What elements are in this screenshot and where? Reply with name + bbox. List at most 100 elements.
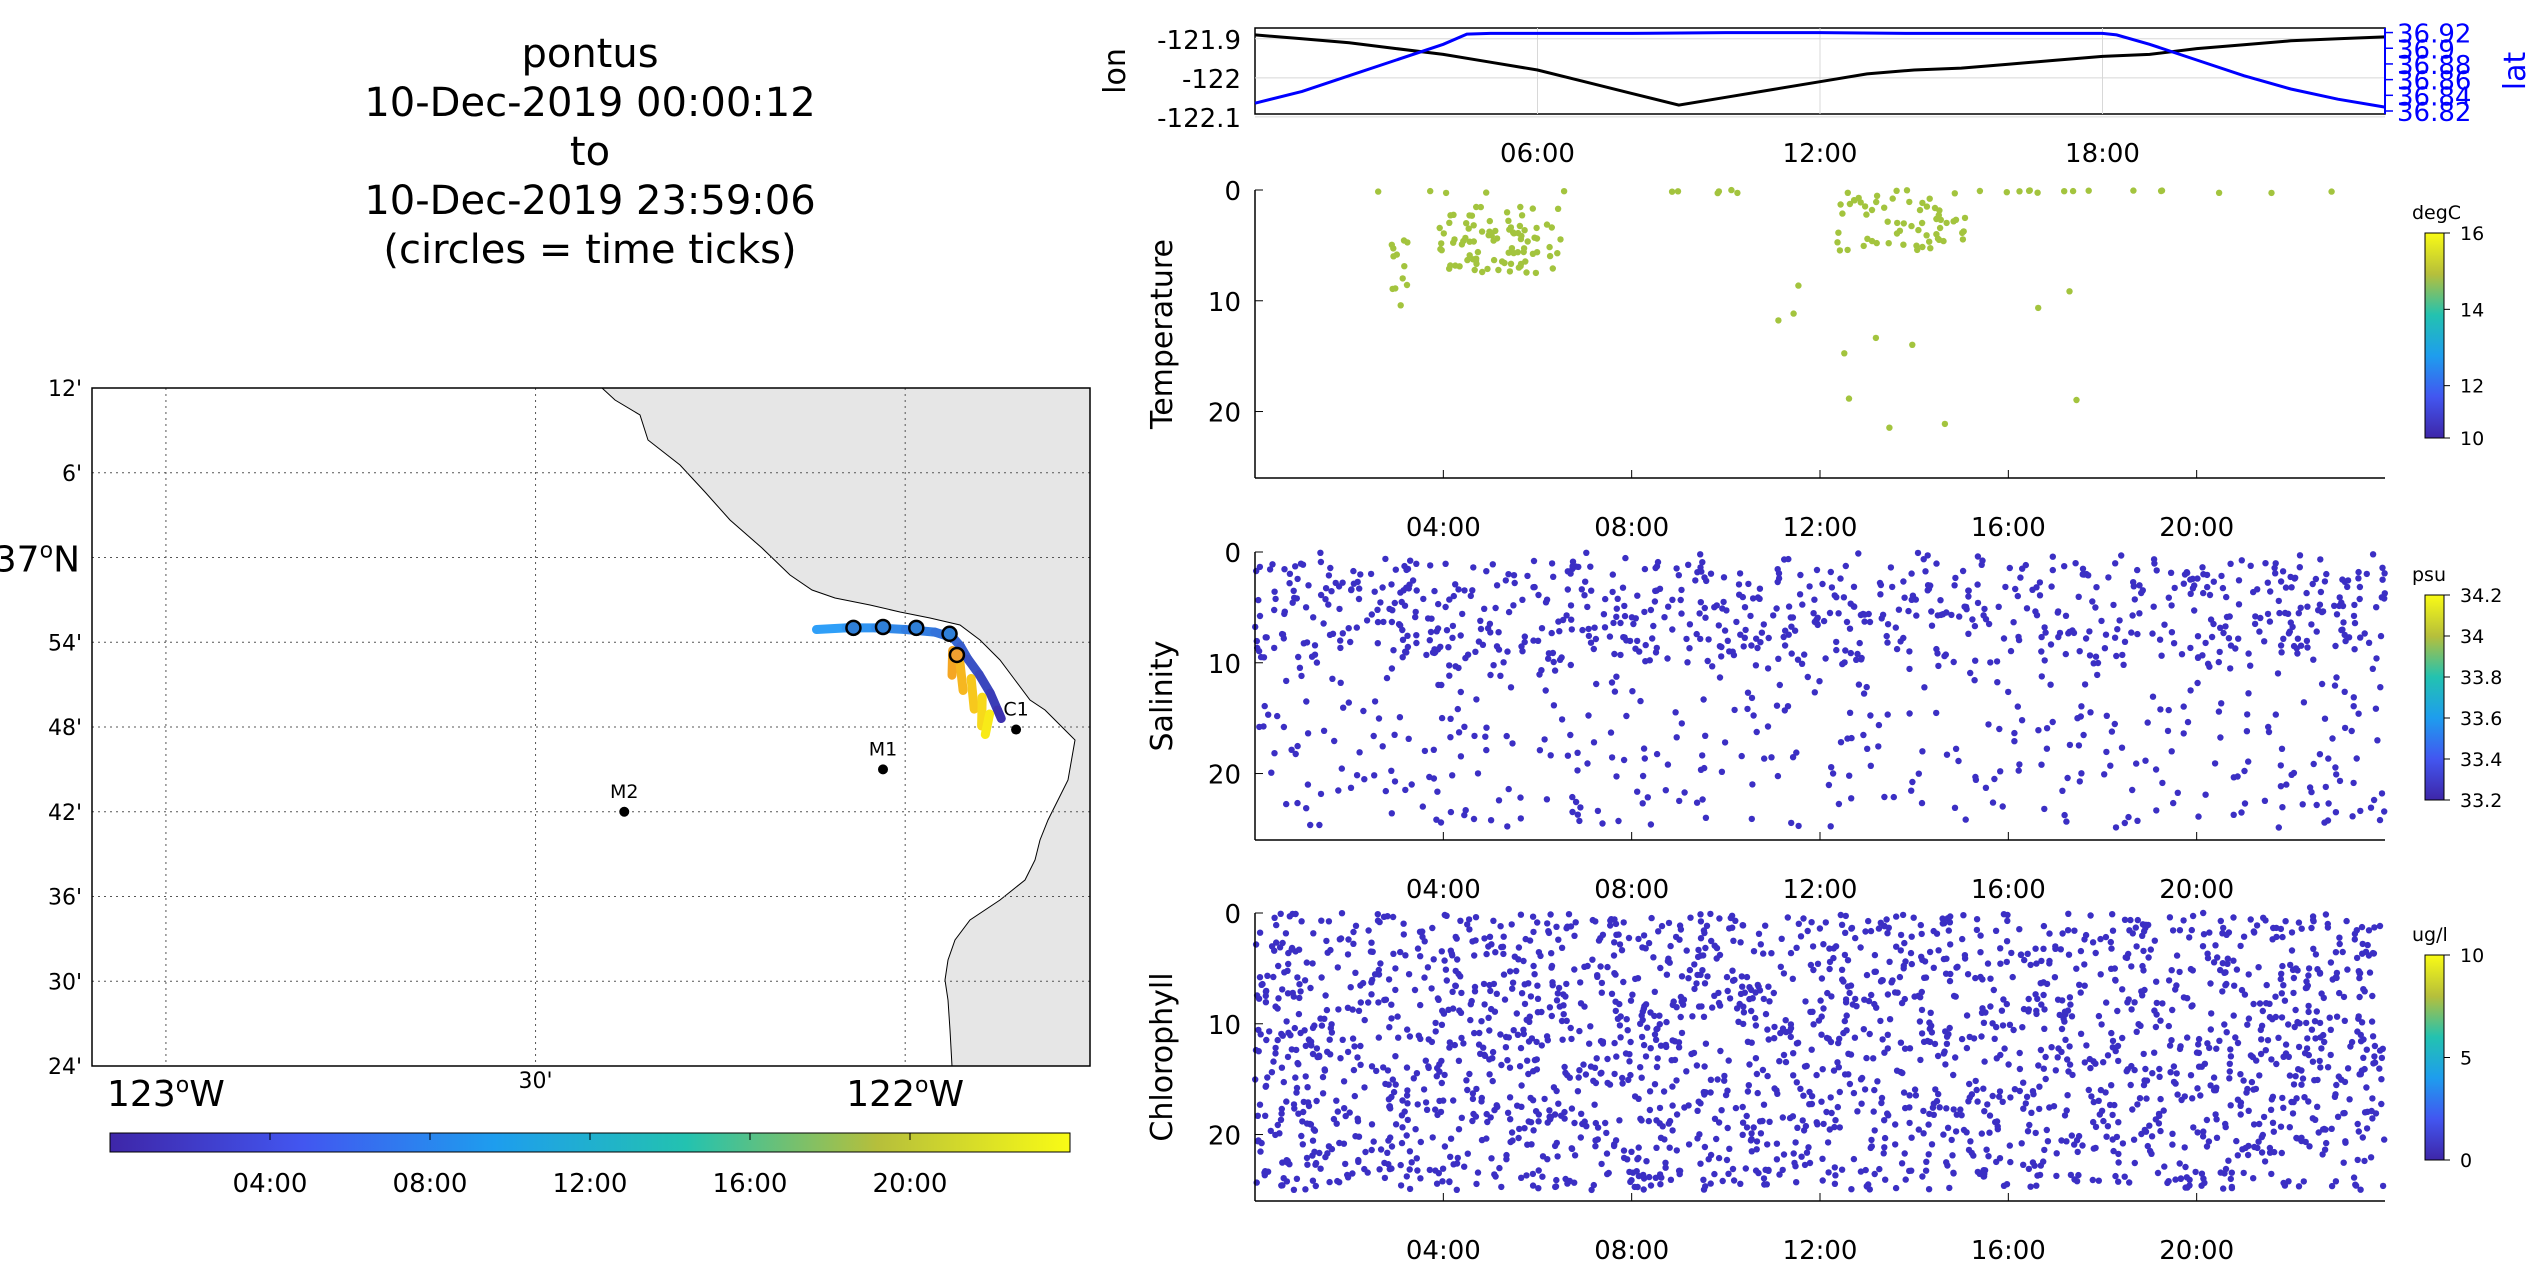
scatter-point: [2306, 784, 2314, 791]
scatter-point: [1857, 1168, 1865, 1175]
scatter-point: [2033, 1182, 2040, 1189]
scatter-point: [2245, 971, 2252, 978]
scatter-point: [1902, 1176, 1909, 1183]
scatter-point: [2199, 943, 2207, 950]
scatter-point: [2077, 989, 2084, 996]
scatter-point: [1879, 1036, 1886, 1043]
scatter-point: [1691, 985, 1698, 993]
scatter-point: [2219, 584, 2227, 592]
scatter-point: [1765, 1036, 1772, 1043]
scatter-point: [1886, 424, 1893, 431]
scatter-point: [1254, 1138, 1262, 1145]
scatter-point: [2020, 1161, 2027, 1169]
scatter-point: [1774, 566, 1781, 573]
scatter-point: [2109, 1037, 2117, 1045]
scatter-point: [1578, 586, 1586, 593]
scatter-point: [1434, 788, 1441, 795]
scatter-point: [2038, 633, 2045, 641]
scatter-point: [2101, 645, 2109, 652]
scatter-point: [1584, 603, 1591, 611]
scatter-point: [1474, 770, 1482, 777]
scatter-point: [1909, 778, 1916, 786]
scatter-point: [1813, 1071, 1820, 1079]
scatter-point: [2155, 1120, 2163, 1127]
scatter-point: [1952, 1128, 1960, 1135]
scatter-point: [1681, 789, 1688, 796]
scatter-point: [1729, 1165, 1737, 1173]
scatter-point: [1594, 973, 1601, 980]
scatter-point: [1762, 1010, 1770, 1018]
scatter-point: [1676, 1167, 1684, 1175]
scatter-point: [1333, 1120, 1340, 1127]
scatter-point: [1518, 232, 1525, 240]
scatter-point: [1560, 188, 1568, 195]
scatter-point: [1550, 658, 1557, 666]
scatter-point: [2148, 1150, 2155, 1158]
scatter-point: [2221, 1021, 2228, 1028]
scatter-point: [2376, 1047, 2384, 1054]
scatter-point: [2361, 1157, 2368, 1165]
scatter-point: [1521, 981, 1528, 988]
scatter-point: [2098, 1021, 2105, 1028]
scatter-point: [1981, 1058, 1988, 1065]
scatter-point: [1721, 627, 1729, 634]
scatter-point: [1256, 563, 1264, 571]
scatter-point: [1846, 200, 1854, 208]
scatter-point: [2105, 574, 2112, 581]
scatter-point: [1508, 245, 1516, 252]
scatter-point: [1473, 255, 1480, 262]
scatter-point: [1991, 775, 1998, 783]
scatter-point: [1816, 678, 1823, 685]
scatter-point: [2356, 970, 2363, 977]
scatter-point: [2305, 972, 2312, 979]
scatter-point: [1992, 927, 2000, 934]
scatter-point: [1295, 1061, 1302, 1068]
scatter-point: [2062, 612, 2070, 619]
scatter-point: [2107, 762, 2114, 769]
scatter-point: [1562, 993, 1569, 1000]
scatter-point: [1267, 1127, 1275, 1135]
scatter-point: [2220, 1185, 2227, 1192]
scatter-point: [2066, 741, 2074, 749]
scatter-point: [2104, 1123, 2112, 1130]
scatter-point: [1896, 973, 1904, 981]
scatter-point: [1443, 977, 1451, 984]
lat-tick-label: 36.86: [2397, 67, 2471, 97]
scatter-point: [1428, 985, 1435, 992]
scatter-point: [1784, 703, 1792, 710]
scatter-point: [2233, 966, 2241, 973]
scatter-point: [1326, 1036, 1333, 1043]
map-lat-label: 24': [48, 1055, 82, 1080]
scatter-point: [2377, 632, 2385, 640]
scatter-point: [2215, 708, 2223, 715]
scatter-point: [1597, 1070, 1604, 1077]
scatter-point: [1287, 1032, 1294, 1039]
scatter-point: [2264, 1037, 2272, 1044]
scatter-point: [2256, 1120, 2263, 1128]
scatter-point: [1471, 988, 1479, 995]
scatter-point: [1925, 1121, 1932, 1128]
scatter-point: [2176, 927, 2184, 934]
scatter-point: [2187, 576, 2194, 583]
scatter-point: [1809, 943, 1817, 950]
scatter-point: [1405, 735, 1412, 742]
scatter-point: [1827, 1094, 1834, 1101]
scatter-point: [2152, 766, 2160, 773]
scatter-point: [1920, 1130, 1927, 1137]
scatter-point: [1625, 934, 1633, 942]
scatter-point: [1326, 1178, 1333, 1186]
scatter-point: [1499, 943, 1507, 950]
scatter-point: [2300, 699, 2308, 706]
scatter-point: [1611, 650, 1618, 658]
scatter-point: [1641, 608, 1648, 616]
scatter-point: [2103, 748, 2110, 756]
scatter-point: [2238, 557, 2245, 564]
scatter-point: [1574, 749, 1581, 756]
scatter-point: [1386, 605, 1393, 613]
scatter-point: [1864, 235, 1871, 242]
scatter-point: [1748, 1007, 1755, 1015]
scatter-point: [1266, 566, 1274, 573]
scatter-point: [1328, 1145, 1336, 1153]
scatter-point: [1483, 724, 1490, 731]
